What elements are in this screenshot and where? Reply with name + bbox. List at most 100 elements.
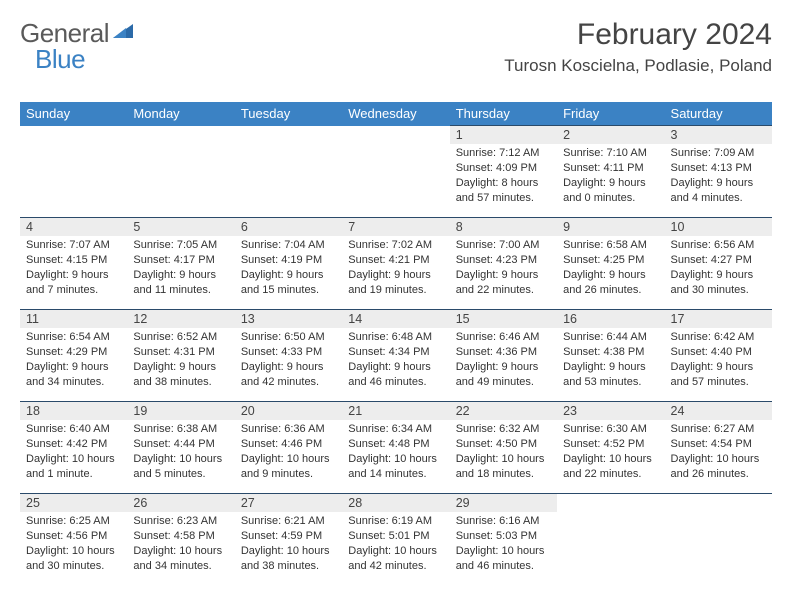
- day-content: Sunrise: 6:25 AMSunset: 4:56 PMDaylight:…: [20, 512, 127, 577]
- calendar-day: 20Sunrise: 6:36 AMSunset: 4:46 PMDayligh…: [235, 402, 342, 494]
- calendar-day: 26Sunrise: 6:23 AMSunset: 4:58 PMDayligh…: [127, 494, 234, 586]
- daylight-text: Daylight: 9 hours and 7 minutes.: [26, 268, 121, 298]
- sunset-text: Sunset: 4:34 PM: [348, 345, 443, 360]
- daylight-text: Daylight: 9 hours and 57 minutes.: [671, 360, 766, 390]
- day-number: 18: [20, 402, 127, 420]
- daylight-text: Daylight: 10 hours and 42 minutes.: [348, 544, 443, 574]
- day-number: 8: [450, 218, 557, 236]
- day-number: 5: [127, 218, 234, 236]
- calendar-table: SundayMondayTuesdayWednesdayThursdayFrid…: [20, 102, 772, 586]
- sunset-text: Sunset: 4:56 PM: [26, 529, 121, 544]
- sunset-text: Sunset: 5:03 PM: [456, 529, 551, 544]
- daylight-text: Daylight: 9 hours and 34 minutes.: [26, 360, 121, 390]
- day-content: Sunrise: 6:54 AMSunset: 4:29 PMDaylight:…: [20, 328, 127, 393]
- calendar-day: 2Sunrise: 7:10 AMSunset: 4:11 PMDaylight…: [557, 126, 664, 218]
- day-content: Sunrise: 6:19 AMSunset: 5:01 PMDaylight:…: [342, 512, 449, 577]
- daylight-text: Daylight: 9 hours and 46 minutes.: [348, 360, 443, 390]
- calendar-week-row: 1Sunrise: 7:12 AMSunset: 4:09 PMDaylight…: [20, 126, 772, 218]
- day-number: 22: [450, 402, 557, 420]
- sunset-text: Sunset: 4:19 PM: [241, 253, 336, 268]
- calendar-day: 22Sunrise: 6:32 AMSunset: 4:50 PMDayligh…: [450, 402, 557, 494]
- sunrise-text: Sunrise: 6:42 AM: [671, 330, 766, 345]
- sunrise-text: Sunrise: 6:58 AM: [563, 238, 658, 253]
- sunrise-text: Sunrise: 6:21 AM: [241, 514, 336, 529]
- sunset-text: Sunset: 4:31 PM: [133, 345, 228, 360]
- sunrise-text: Sunrise: 6:40 AM: [26, 422, 121, 437]
- day-content: Sunrise: 6:23 AMSunset: 4:58 PMDaylight:…: [127, 512, 234, 577]
- location: Turosn Koscielna, Podlasie, Poland: [504, 56, 772, 76]
- daylight-text: Daylight: 9 hours and 15 minutes.: [241, 268, 336, 298]
- daylight-text: Daylight: 9 hours and 19 minutes.: [348, 268, 443, 298]
- daylight-text: Daylight: 10 hours and 1 minute.: [26, 452, 121, 482]
- day-number: 28: [342, 494, 449, 512]
- day-number: 26: [127, 494, 234, 512]
- day-content: Sunrise: 6:50 AMSunset: 4:33 PMDaylight:…: [235, 328, 342, 393]
- daylight-text: Daylight: 10 hours and 38 minutes.: [241, 544, 336, 574]
- daylight-text: Daylight: 9 hours and 38 minutes.: [133, 360, 228, 390]
- day-number: 23: [557, 402, 664, 420]
- day-content: Sunrise: 6:42 AMSunset: 4:40 PMDaylight:…: [665, 328, 772, 393]
- calendar-day: 25Sunrise: 6:25 AMSunset: 4:56 PMDayligh…: [20, 494, 127, 586]
- sunrise-text: Sunrise: 6:56 AM: [671, 238, 766, 253]
- calendar-day-empty: [127, 126, 234, 218]
- sunrise-text: Sunrise: 6:50 AM: [241, 330, 336, 345]
- daylight-text: Daylight: 9 hours and 53 minutes.: [563, 360, 658, 390]
- day-content: Sunrise: 6:16 AMSunset: 5:03 PMDaylight:…: [450, 512, 557, 577]
- daylight-text: Daylight: 10 hours and 34 minutes.: [133, 544, 228, 574]
- sunrise-text: Sunrise: 6:36 AM: [241, 422, 336, 437]
- calendar-week-row: 4Sunrise: 7:07 AMSunset: 4:15 PMDaylight…: [20, 218, 772, 310]
- calendar-day: 10Sunrise: 6:56 AMSunset: 4:27 PMDayligh…: [665, 218, 772, 310]
- sunset-text: Sunset: 4:15 PM: [26, 253, 121, 268]
- day-content: Sunrise: 6:36 AMSunset: 4:46 PMDaylight:…: [235, 420, 342, 485]
- calendar-day: 6Sunrise: 7:04 AMSunset: 4:19 PMDaylight…: [235, 218, 342, 310]
- calendar-day: 24Sunrise: 6:27 AMSunset: 4:54 PMDayligh…: [665, 402, 772, 494]
- sunrise-text: Sunrise: 7:00 AM: [456, 238, 551, 253]
- sunrise-text: Sunrise: 6:46 AM: [456, 330, 551, 345]
- calendar-day: 21Sunrise: 6:34 AMSunset: 4:48 PMDayligh…: [342, 402, 449, 494]
- day-number: 9: [557, 218, 664, 236]
- calendar-day: 16Sunrise: 6:44 AMSunset: 4:38 PMDayligh…: [557, 310, 664, 402]
- daylight-text: Daylight: 9 hours and 22 minutes.: [456, 268, 551, 298]
- daylight-text: Daylight: 10 hours and 9 minutes.: [241, 452, 336, 482]
- sunrise-text: Sunrise: 7:05 AM: [133, 238, 228, 253]
- sunrise-text: Sunrise: 6:19 AM: [348, 514, 443, 529]
- calendar-day: 5Sunrise: 7:05 AMSunset: 4:17 PMDaylight…: [127, 218, 234, 310]
- calendar-week-row: 18Sunrise: 6:40 AMSunset: 4:42 PMDayligh…: [20, 402, 772, 494]
- weekday-header: Friday: [557, 102, 664, 126]
- daylight-text: Daylight: 10 hours and 14 minutes.: [348, 452, 443, 482]
- calendar-day: 7Sunrise: 7:02 AMSunset: 4:21 PMDaylight…: [342, 218, 449, 310]
- sunset-text: Sunset: 4:50 PM: [456, 437, 551, 452]
- day-number: 14: [342, 310, 449, 328]
- daylight-text: Daylight: 9 hours and 4 minutes.: [671, 176, 766, 206]
- day-number: 19: [127, 402, 234, 420]
- day-number: 25: [20, 494, 127, 512]
- calendar-day-empty: [665, 494, 772, 586]
- daylight-text: Daylight: 9 hours and 30 minutes.: [671, 268, 766, 298]
- daylight-text: Daylight: 10 hours and 30 minutes.: [26, 544, 121, 574]
- daylight-text: Daylight: 9 hours and 49 minutes.: [456, 360, 551, 390]
- day-content: Sunrise: 6:48 AMSunset: 4:34 PMDaylight:…: [342, 328, 449, 393]
- sunrise-text: Sunrise: 6:38 AM: [133, 422, 228, 437]
- day-content: Sunrise: 6:44 AMSunset: 4:38 PMDaylight:…: [557, 328, 664, 393]
- day-content: Sunrise: 7:12 AMSunset: 4:09 PMDaylight:…: [450, 144, 557, 209]
- sunrise-text: Sunrise: 7:02 AM: [348, 238, 443, 253]
- day-content: Sunrise: 6:21 AMSunset: 4:59 PMDaylight:…: [235, 512, 342, 577]
- sunset-text: Sunset: 4:48 PM: [348, 437, 443, 452]
- daylight-text: Daylight: 9 hours and 26 minutes.: [563, 268, 658, 298]
- day-content: Sunrise: 6:34 AMSunset: 4:48 PMDaylight:…: [342, 420, 449, 485]
- calendar-day: 18Sunrise: 6:40 AMSunset: 4:42 PMDayligh…: [20, 402, 127, 494]
- calendar-day-empty: [557, 494, 664, 586]
- calendar-week-row: 25Sunrise: 6:25 AMSunset: 4:56 PMDayligh…: [20, 494, 772, 586]
- sunrise-text: Sunrise: 6:30 AM: [563, 422, 658, 437]
- day-number: 24: [665, 402, 772, 420]
- sunrise-text: Sunrise: 6:34 AM: [348, 422, 443, 437]
- logo-text-2: Blue: [35, 44, 85, 74]
- header: General February 2024 Turosn Koscielna, …: [20, 18, 772, 76]
- calendar-day: 3Sunrise: 7:09 AMSunset: 4:13 PMDaylight…: [665, 126, 772, 218]
- day-number: 7: [342, 218, 449, 236]
- sunrise-text: Sunrise: 6:25 AM: [26, 514, 121, 529]
- day-content: Sunrise: 6:38 AMSunset: 4:44 PMDaylight:…: [127, 420, 234, 485]
- daylight-text: Daylight: 9 hours and 11 minutes.: [133, 268, 228, 298]
- day-content: Sunrise: 6:30 AMSunset: 4:52 PMDaylight:…: [557, 420, 664, 485]
- day-number: 13: [235, 310, 342, 328]
